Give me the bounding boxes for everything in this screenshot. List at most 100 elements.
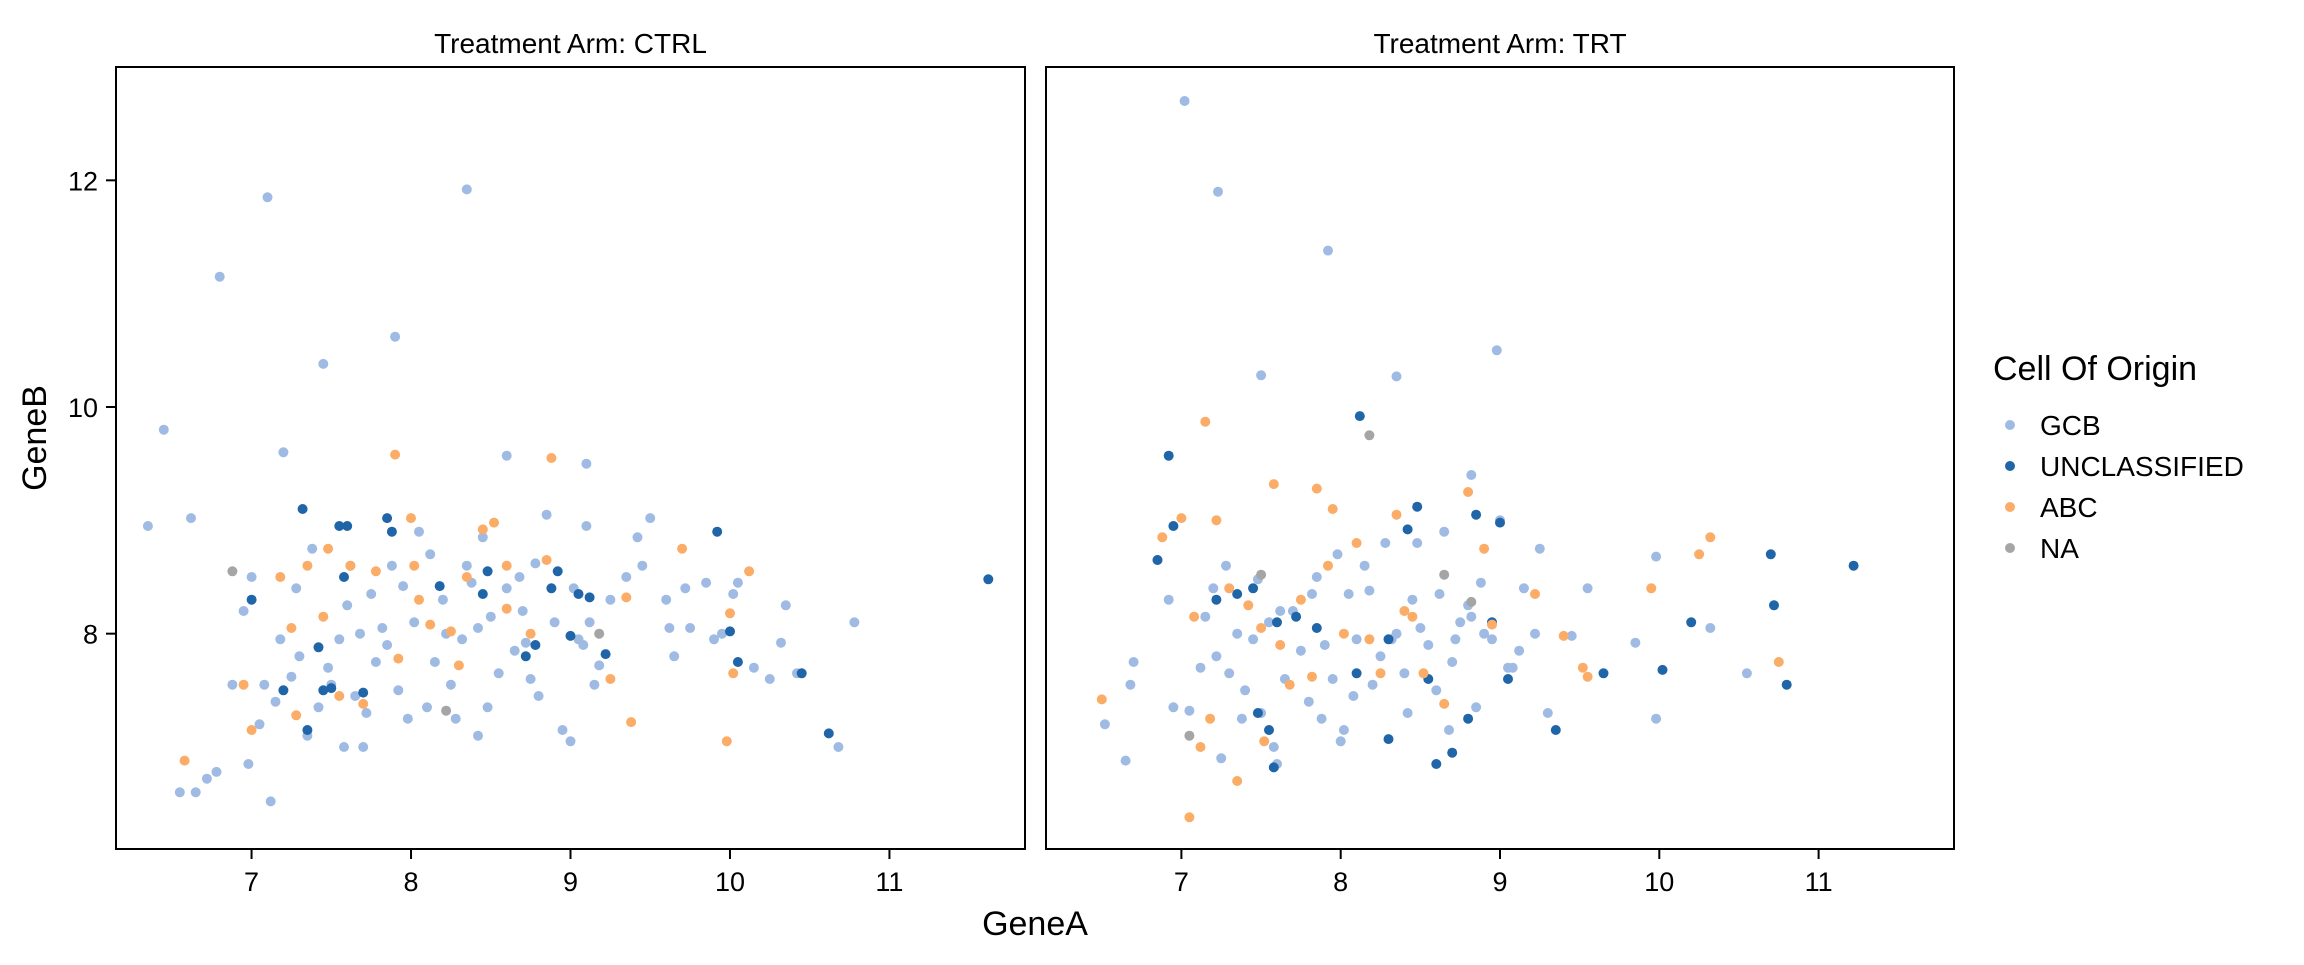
data-point-unclassified [1268, 762, 1279, 773]
data-point-unclassified [302, 725, 313, 735]
data-point-gcb [1351, 634, 1362, 645]
data-point-abc [677, 543, 688, 554]
data-point-gcb [1343, 589, 1354, 599]
data-point-gcb [1455, 617, 1466, 628]
data-point-gcb [211, 766, 222, 777]
data-point-unclassified [1168, 521, 1179, 531]
data-point-abc [1705, 532, 1716, 543]
data-point-unclassified [530, 640, 541, 650]
data-point-abc [541, 555, 552, 565]
data-point-na [441, 705, 452, 716]
data-point-gcb [541, 509, 552, 520]
data-point-unclassified [339, 572, 349, 582]
data-point-unclassified [1383, 734, 1394, 745]
data-point-gcb [1179, 96, 1190, 106]
data-point-unclassified [1463, 713, 1474, 724]
data-point-unclassified [725, 626, 735, 637]
data-point-unclassified [1598, 668, 1609, 679]
data-point-gcb [1542, 708, 1553, 718]
data-point-gcb [243, 759, 254, 769]
data-point-abc [721, 736, 732, 747]
data-point-abc [1224, 583, 1235, 594]
data-point-gcb [1407, 594, 1418, 605]
data-point-abc [370, 566, 381, 577]
y-tick-label: 12 [68, 166, 98, 196]
data-point-abc [1399, 606, 1410, 616]
data-point-gcb [780, 600, 791, 611]
panel-title: Treatment Arm: TRT [1373, 28, 1626, 59]
data-point-unclassified [584, 592, 595, 603]
data-point-abc [1530, 589, 1540, 599]
data-point-gcb [1566, 630, 1577, 641]
data-point-gcb [1216, 753, 1227, 764]
legend-key-na [2005, 543, 2015, 553]
data-point-gcb [501, 450, 512, 461]
data-point-gcb [1240, 685, 1251, 696]
data-point-abc [1351, 538, 1362, 548]
data-point-na [1364, 430, 1375, 441]
data-point-unclassified [1550, 725, 1561, 735]
data-point-unclassified [1447, 747, 1458, 758]
data-point-unclassified [565, 630, 576, 641]
legend-key-gcb [2005, 420, 2015, 430]
data-point-abc [1463, 487, 1474, 497]
data-point-abc [393, 653, 404, 664]
legend-label-unclassified: UNCLASSIFIED [2040, 451, 2244, 482]
data-point-abc [1364, 634, 1375, 645]
data-point-gcb [485, 611, 496, 622]
data-point-gcb [493, 668, 504, 679]
data-point-unclassified [1686, 617, 1697, 628]
data-point-gcb [1530, 628, 1540, 639]
data-point-unclassified [278, 685, 289, 696]
data-point-gcb [1200, 611, 1211, 622]
data-point-gcb [1275, 606, 1286, 616]
legend-label-na: NA [2040, 533, 2079, 564]
data-point-gcb [1120, 755, 1131, 766]
data-point-gcb [1491, 345, 1502, 356]
data-point-abc [1646, 583, 1657, 594]
data-point-unclassified [297, 504, 308, 514]
legend-label-gcb: GCB [2040, 410, 2101, 441]
data-point-abc [1176, 513, 1187, 524]
data-point-gcb [1264, 617, 1274, 628]
data-point-gcb [1507, 662, 1518, 673]
data-point-gcb [748, 662, 759, 673]
data-point-na [1466, 596, 1477, 607]
data-point-gcb [291, 583, 302, 594]
data-point-gcb [437, 594, 448, 605]
x-tick-label: 7 [244, 867, 259, 897]
data-point-abc [1439, 698, 1450, 709]
data-point-gcb [294, 651, 305, 662]
data-point-unclassified [1211, 594, 1222, 605]
data-point-gcb [1741, 668, 1752, 679]
data-point-unclassified [796, 668, 807, 679]
data-point-abc [1694, 549, 1705, 560]
data-point-gcb [286, 671, 297, 682]
data-point-gcb [581, 521, 592, 531]
data-point-gcb [1213, 186, 1223, 197]
data-point-gcb [1466, 470, 1477, 480]
data-point-gcb [1447, 657, 1458, 667]
data-point-gcb [1338, 725, 1349, 735]
data-point-abc [546, 453, 557, 463]
data-point-gcb [701, 577, 712, 588]
data-point-abc [275, 572, 286, 582]
data-point-gcb [342, 600, 353, 611]
data-point-gcb [377, 623, 388, 633]
data-point-gcb [390, 331, 401, 342]
x-tick-label: 11 [1805, 867, 1833, 897]
data-point-gcb [717, 628, 727, 639]
data-point-gcb [307, 543, 318, 554]
data-point-gcb [1224, 668, 1235, 679]
data-point-gcb [318, 358, 329, 369]
data-point-abc [626, 717, 637, 728]
data-point-gcb [1268, 742, 1279, 752]
data-point-na [594, 628, 605, 639]
y-axis-title: GeneB [16, 385, 54, 491]
data-point-gcb [1163, 594, 1174, 605]
data-point-gcb [621, 572, 632, 582]
data-point-unclassified [334, 521, 345, 531]
data-point-unclassified [1765, 549, 1776, 560]
